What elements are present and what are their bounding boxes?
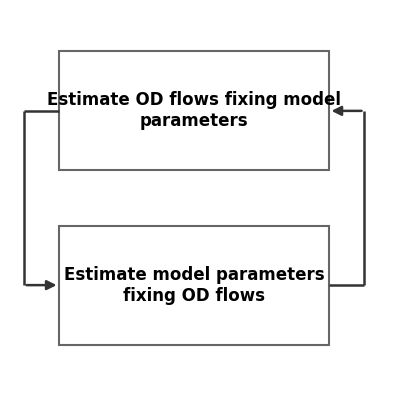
Text: Estimate OD flows fixing model
parameters: Estimate OD flows fixing model parameter… (47, 91, 341, 130)
FancyBboxPatch shape (59, 226, 329, 345)
Text: Estimate model parameters
fixing OD flows: Estimate model parameters fixing OD flow… (64, 266, 324, 305)
FancyBboxPatch shape (59, 51, 329, 170)
